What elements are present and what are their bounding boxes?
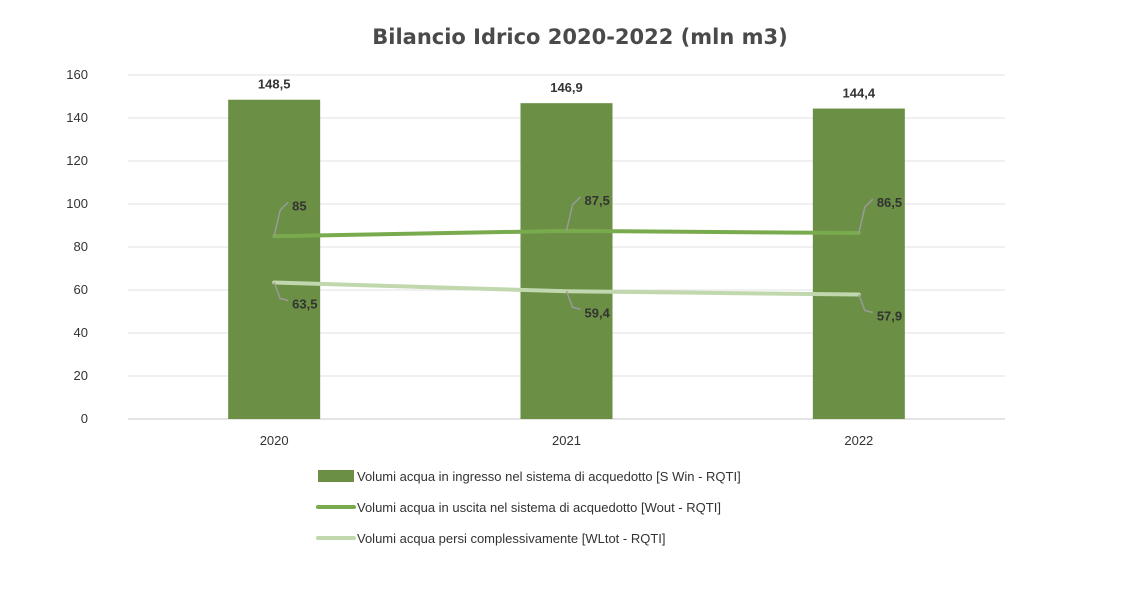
x-axis-ticks: 2020 2021 2022 xyxy=(260,433,874,448)
leader-line xyxy=(273,201,289,237)
line-data-label: 57,9 xyxy=(877,309,902,324)
y-tick-label: 120 xyxy=(66,153,88,168)
data-labels: 148,5 146,9 144,4 85 87,5 86,5 63,5 59,4 57,9 xyxy=(258,77,902,324)
leader-line xyxy=(858,198,874,234)
y-tick-label: 160 xyxy=(66,67,88,82)
leader-line xyxy=(858,294,874,314)
y-tick-label: 80 xyxy=(74,239,88,254)
x-tick-label: 2022 xyxy=(844,433,873,448)
y-tick-label: 20 xyxy=(74,368,88,383)
bar-data-label: 144,4 xyxy=(843,86,876,101)
legend-swatch xyxy=(318,470,354,482)
y-tick-label: 100 xyxy=(66,196,88,211)
leader-line xyxy=(565,196,582,232)
legend-label: Volumi acqua in ingresso nel sistema di … xyxy=(357,469,741,484)
bar xyxy=(228,99,321,419)
y-tick-label: 0 xyxy=(81,411,88,426)
x-tick-label: 2021 xyxy=(552,433,581,448)
y-tick-label: 60 xyxy=(74,282,88,297)
leader-line xyxy=(565,291,581,311)
bar-data-label: 146,9 xyxy=(550,80,583,95)
legend-label: Volumi acqua in uscita nel sistema di ac… xyxy=(357,500,721,515)
y-tick-label: 140 xyxy=(66,110,88,125)
bar xyxy=(520,103,613,419)
line-data-label: 86,5 xyxy=(877,195,902,210)
y-tick-label: 40 xyxy=(74,325,88,340)
line-data-label: 59,4 xyxy=(585,305,611,320)
legend: Volumi acqua in ingresso nel sistema di … xyxy=(316,469,741,546)
x-tick-label: 2020 xyxy=(260,433,289,448)
leader-line xyxy=(273,282,289,302)
bar-series xyxy=(228,99,905,419)
bar-data-label: 148,5 xyxy=(258,77,291,92)
y-axis-ticks: 0 20 40 60 80 100 120 140 160 xyxy=(66,67,88,426)
line-data-label: 87,5 xyxy=(585,193,610,208)
legend-label: Volumi acqua persi complessivamente [WLt… xyxy=(357,531,666,546)
bar xyxy=(812,108,905,419)
line-data-label: 85 xyxy=(292,198,306,213)
line-data-label: 63,5 xyxy=(292,296,317,311)
chart-title: Bilancio Idrico 2020-2022 (mln m3) xyxy=(372,25,787,49)
